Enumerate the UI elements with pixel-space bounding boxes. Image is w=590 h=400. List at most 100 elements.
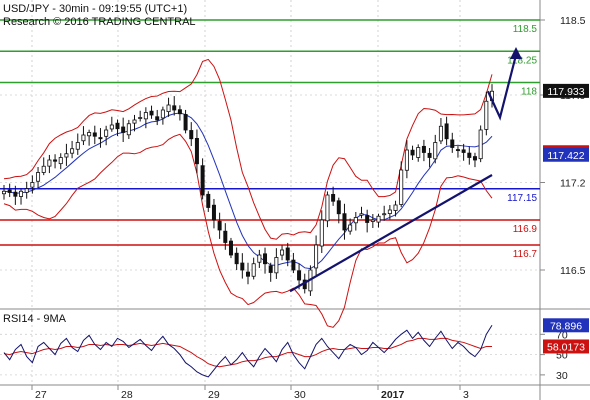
rsi-axis: 70 50 30 78.896 58.0173 [540,318,589,382]
candle-body [365,215,370,223]
rsi-lines [0,325,540,378]
candle-body [206,193,211,208]
candle-body [319,219,324,247]
candle-body [223,230,228,243]
candle-body [461,149,466,153]
rsi-line [3,325,493,378]
level-label: 118 [521,87,537,98]
candle-body [348,224,353,232]
time-tick-label: 29 [208,389,220,400]
rsi-badge [543,339,589,354]
candle-body [427,152,432,158]
level-label: 118.5 [513,24,538,35]
rsi-badge-label: 78.896 [550,320,582,332]
candle-body [359,213,364,216]
candle-body [121,126,126,133]
candle-body [399,169,404,205]
level-label: 116.7 [513,249,538,260]
candle-body [291,259,296,271]
candle-body [450,139,455,148]
candle-body [166,104,171,113]
candle-body [183,114,188,131]
candle-body [138,117,143,119]
price-badge [543,83,589,98]
level-label: 116.9 [513,224,538,235]
candle-body [438,125,443,142]
candle-body [342,213,347,231]
candle-body [251,263,256,277]
candle-body [228,240,233,256]
price-tick-label: 116.5 [560,265,586,277]
candle-body [41,165,46,173]
candle-body [433,142,438,160]
candle-body [109,124,114,130]
time-tick-label: 27 [35,389,47,400]
time-tick-label: 3 [463,389,469,400]
candle-body [115,122,120,130]
forecast-path [486,54,518,121]
candle-body [172,105,177,111]
chart-title: USD/JPY - 30min - 09:19:55 (UTC+1) [3,3,187,15]
candle-body [370,219,375,222]
candle-body [331,194,336,202]
candle-body [234,252,239,265]
rsi-badge-label: 58.0173 [547,341,585,353]
rsi-title: RSI14 - 9MA [3,313,67,325]
candle-body [336,200,341,215]
candle-body [200,165,205,196]
candle-body [177,109,182,115]
rsi-tick-label: 70 [556,329,568,341]
moving-average [3,112,493,270]
candle-body [13,191,18,197]
candle-body [376,215,381,223]
candle-body [211,204,216,221]
candle-body [47,159,52,167]
forecast-arrow [486,47,522,121]
candle-body [2,190,7,195]
candle-body [30,182,35,188]
candle-body [53,159,58,162]
candle-body [472,156,477,161]
candles [2,84,494,296]
candle-body [132,119,137,124]
candle-body [217,220,222,231]
chart-subtitle: Research © 2016 TRADING CENTRAL [3,16,196,28]
candle-body [189,130,194,140]
candle-body [149,110,154,116]
candle-body [81,134,86,142]
candle-body [444,123,449,140]
candle-body [410,149,415,156]
candle-body [126,123,131,136]
candle-body [274,257,279,274]
level-label: 118.25 [507,55,537,66]
price-badge-label: 117.422 [547,150,584,162]
candle-body [87,132,92,137]
price-tick-label: 118.5 [560,15,586,27]
time-axis: 27 28 29 30 2017 3 [31,385,469,400]
candle-body [160,109,165,119]
level-label: 117.15 [507,193,537,204]
candle-body [297,270,302,281]
candle-body [285,247,290,261]
time-tick-label: 30 [294,389,306,400]
candle-body [387,209,392,214]
candle-body [7,189,12,193]
bollinger-bands [3,58,493,328]
rsi-badge [543,318,589,333]
candle-body [257,254,262,263]
candle-body [240,262,245,271]
candle-body [421,145,426,153]
candle-body [70,148,75,154]
candle-body [404,149,409,171]
candle-body [194,137,199,165]
trendline [289,174,493,293]
candle-body [455,149,460,151]
level-lines: 118.5 118.25 118 117.15 116.9 116.7 [0,19,540,260]
candle-body [353,217,358,224]
time-tick-label: 28 [121,389,133,400]
candle-body [245,271,250,277]
candle-body [75,142,80,150]
candle-body [416,147,421,158]
rsi-panel [0,310,540,385]
